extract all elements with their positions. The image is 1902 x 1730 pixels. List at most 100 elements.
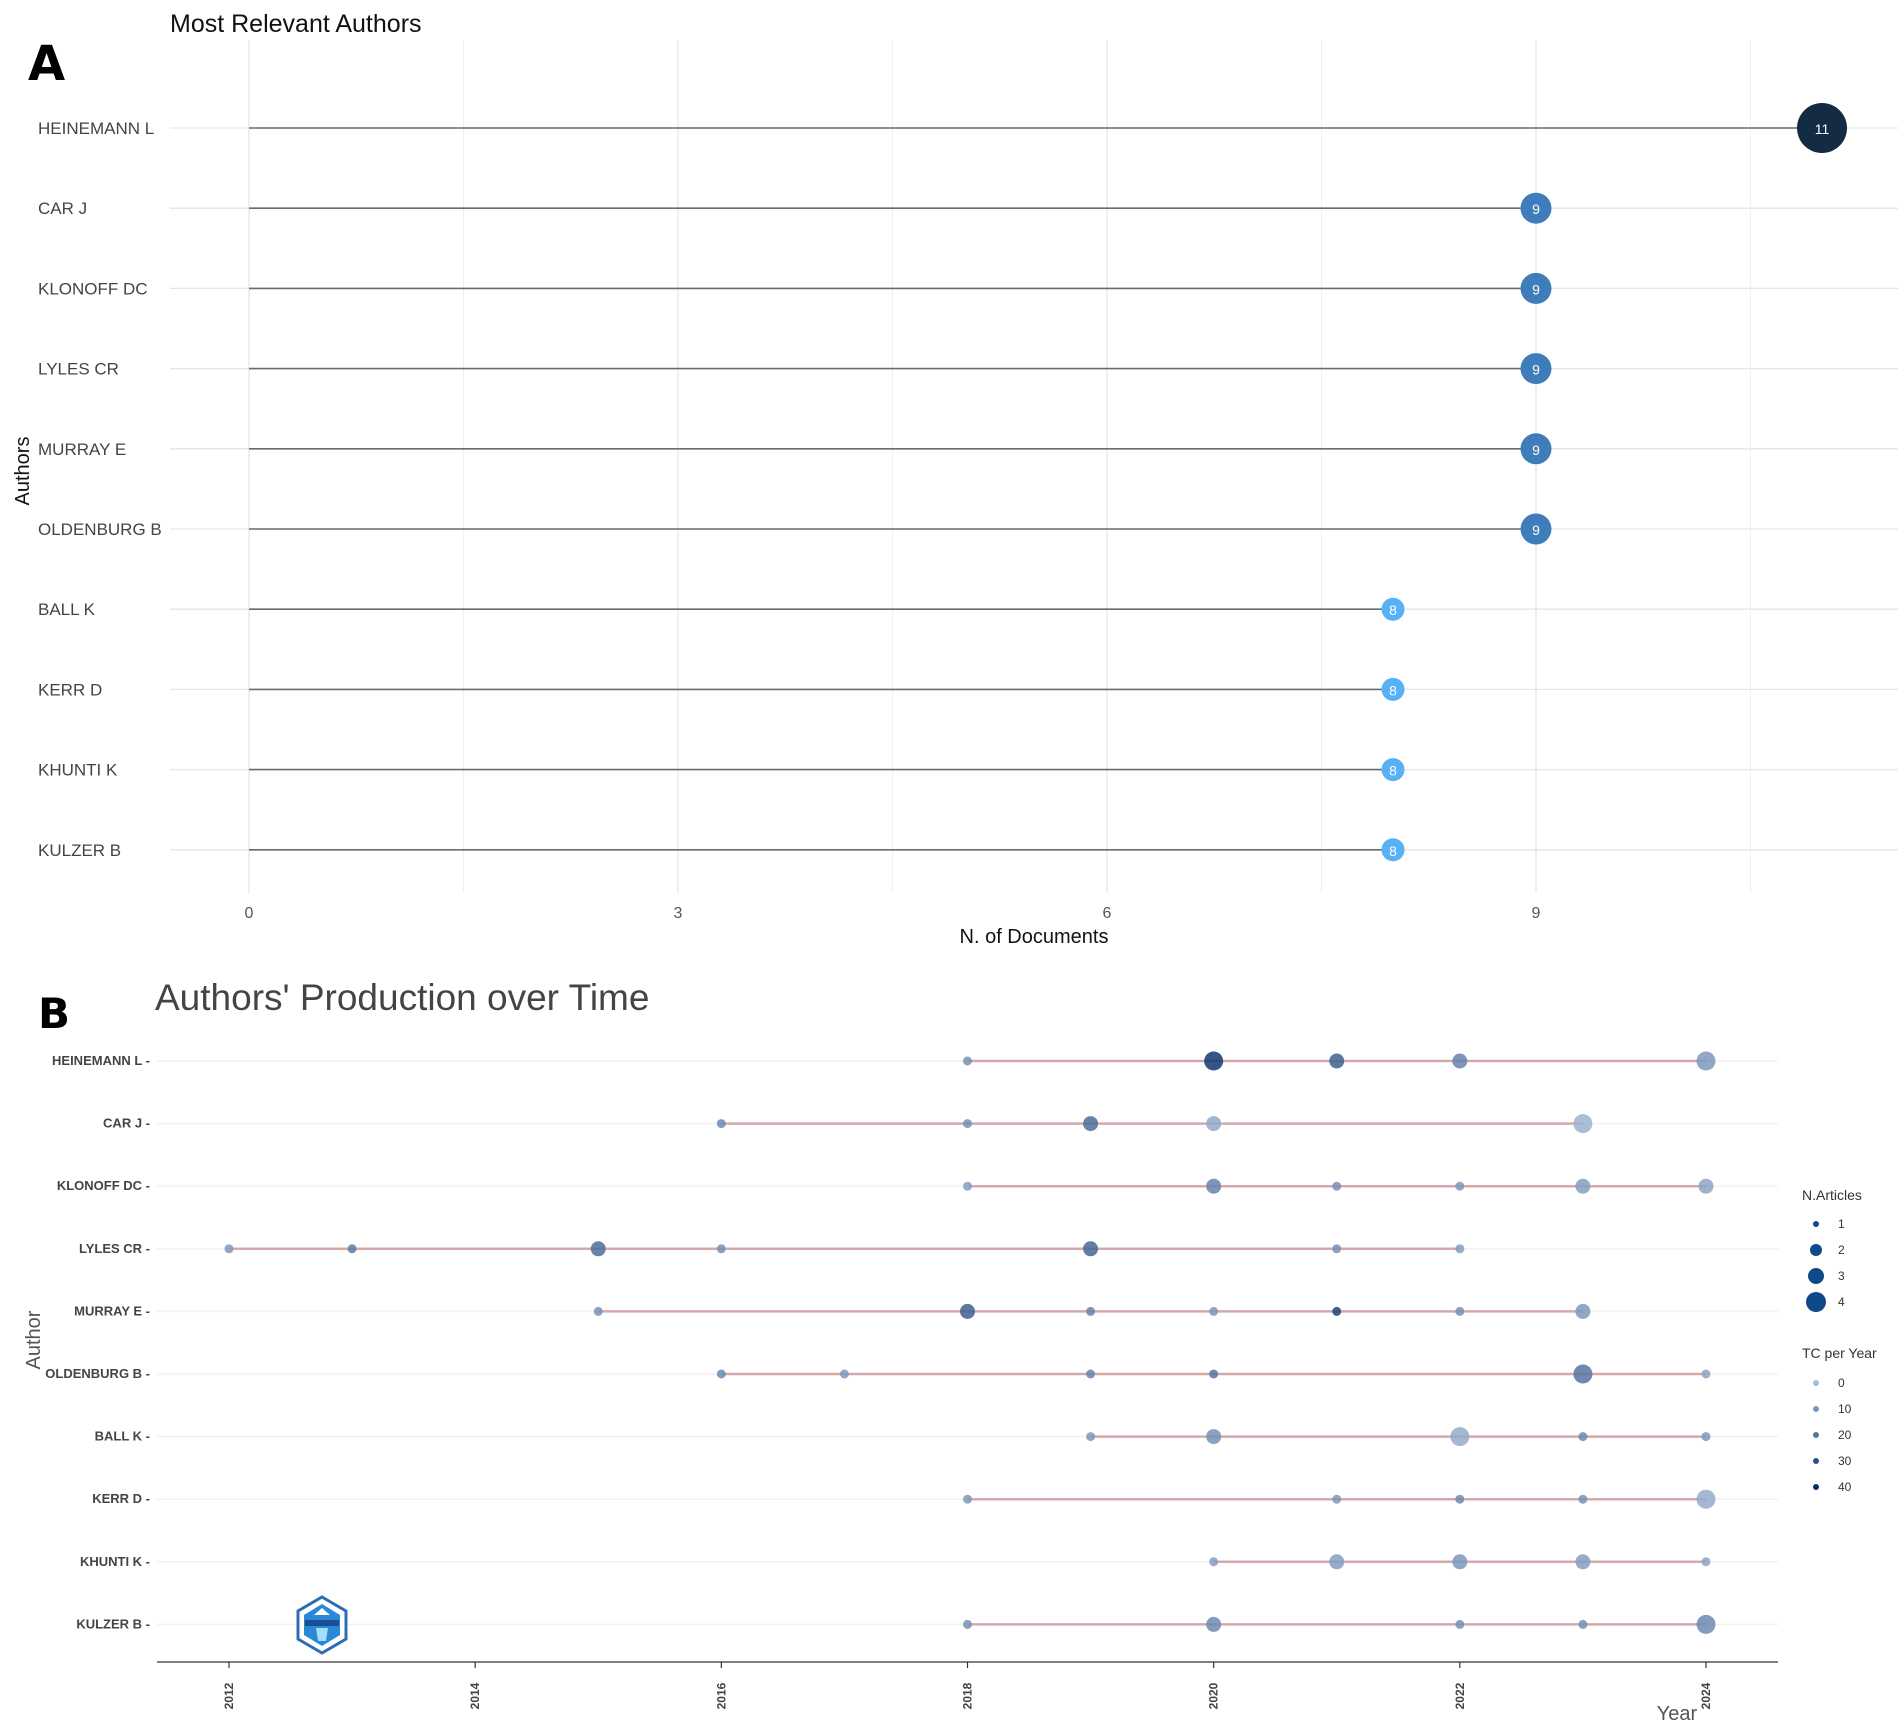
production-point (1455, 1619, 1465, 1629)
legend-size-label: 2 (1838, 1243, 1845, 1257)
panel-b-ylabel: Author (23, 1310, 45, 1369)
production-point (1455, 1244, 1465, 1254)
legend-color-label: 10 (1838, 1402, 1852, 1416)
production-point (1701, 1557, 1711, 1567)
production-point (224, 1244, 234, 1254)
production-point (1204, 1051, 1224, 1071)
production-point (963, 1056, 972, 1066)
dot-value-label: 8 (1389, 763, 1397, 779)
dot-value-label: 11 (1815, 121, 1830, 137)
legend-size-dot (1813, 1221, 1819, 1227)
production-point (1455, 1494, 1465, 1504)
production-point (1329, 1554, 1345, 1570)
production-point (963, 1619, 972, 1629)
production-point (1455, 1306, 1465, 1316)
production-point (1701, 1369, 1711, 1379)
production-point (1575, 1303, 1591, 1319)
author-label: CAR J (38, 199, 87, 218)
author-label: KHUNTI K (38, 761, 118, 780)
author-label: CAR J - (103, 1116, 150, 1131)
author-label: KLONOFF DC - (57, 1178, 150, 1193)
production-point (1086, 1432, 1096, 1442)
production-point (1573, 1364, 1593, 1384)
lollipop-dot (1520, 272, 1552, 304)
legend-color-dot (1813, 1380, 1819, 1386)
production-point (1578, 1494, 1588, 1504)
production-point (1701, 1432, 1711, 1442)
production-point (1696, 1614, 1716, 1634)
author-label: KERR D (38, 680, 102, 699)
panel-a-xlabel: N. of Documents (960, 926, 1109, 948)
production-point (1450, 1427, 1470, 1447)
lollipop-dot (1520, 433, 1552, 465)
legend-color-dot (1813, 1406, 1819, 1412)
lollipop-dot (1520, 513, 1552, 545)
lollipop-dot (1520, 192, 1552, 224)
bibliometrix-logo-icon (296, 1595, 348, 1655)
production-point (1332, 1181, 1342, 1191)
production-point (1209, 1369, 1219, 1379)
panel-a-plot: 0 3 6 9 HEINEMANN L 11 CAR J 9 KLONOFF DC 9 LYLES … (38, 40, 1898, 922)
dot-value-label: 8 (1389, 843, 1397, 859)
production-point (1578, 1432, 1588, 1442)
production-point (1455, 1181, 1465, 1191)
legend-color-dot (1813, 1484, 1819, 1490)
x-tick-label: 2012 (222, 1682, 236, 1709)
legend-size-label: 3 (1838, 1269, 1845, 1283)
production-point (716, 1369, 726, 1379)
author-label: MURRAY E - (74, 1303, 150, 1318)
production-point (1332, 1494, 1342, 1504)
x-tick-label: 3 (674, 905, 683, 922)
author-label: MURRAY E (38, 440, 126, 459)
x-tick-label: 9 (1532, 905, 1541, 922)
legend-color-label: 40 (1838, 1480, 1852, 1494)
legend-size-title: N.Articles (1802, 1187, 1862, 1203)
legend-color-label: 0 (1838, 1376, 1845, 1390)
author-label: HEINEMANN L - (52, 1053, 150, 1068)
legend-color-dot (1813, 1432, 1819, 1438)
production-point (839, 1369, 849, 1379)
production-point (1575, 1178, 1591, 1194)
legend-size-label: 4 (1838, 1295, 1845, 1309)
dot-value-label: 9 (1532, 442, 1540, 458)
production-point (1209, 1557, 1219, 1567)
x-tick-label: 0 (245, 905, 254, 922)
production-point (1206, 1116, 1222, 1132)
panel-b-title: Authors' Production over Time (155, 977, 649, 1018)
dot-value-label: 9 (1532, 522, 1540, 538)
x-tick-label: 2024 (1699, 1682, 1713, 1709)
lollipop-dot (1520, 353, 1552, 385)
legend-size-dot (1808, 1268, 1824, 1284)
production-point (1696, 1489, 1716, 1509)
production-point (1206, 1429, 1222, 1445)
legend-size-dot (1806, 1292, 1826, 1312)
x-tick-label: 2014 (468, 1682, 482, 1709)
legend-color-label: 30 (1838, 1454, 1852, 1468)
production-point (1578, 1619, 1588, 1629)
author-label: OLDENBURG B - (45, 1366, 150, 1381)
lollipop-dot (1381, 758, 1405, 782)
production-point (593, 1306, 603, 1316)
panel-a-ylabel: Authors (12, 437, 34, 506)
production-point (716, 1244, 726, 1254)
x-tick-label: 2022 (1453, 1682, 1467, 1709)
production-point (1086, 1369, 1096, 1379)
production-point (1332, 1244, 1342, 1254)
legend-color-title: TC per Year (1802, 1345, 1877, 1361)
lollipop-dot (1381, 597, 1405, 621)
production-point (963, 1181, 972, 1191)
author-label: LYLES CR - (79, 1241, 150, 1256)
author-label: KERR D - (92, 1491, 150, 1506)
x-tick-label: 2016 (714, 1682, 728, 1709)
panel-a-title: Most Relevant Authors (170, 10, 422, 38)
author-label: OLDENBURG B (38, 520, 162, 539)
legend-size-label: 1 (1838, 1217, 1845, 1231)
production-point (1329, 1053, 1345, 1069)
production-point (1573, 1114, 1593, 1134)
panel-b-plot: 2012 2014 2016 2018 2020 2022 2024 HEINEMANN L … (45, 1051, 1778, 1709)
dot-value-label: 9 (1532, 362, 1540, 378)
author-label: KLONOFF DC (38, 279, 148, 298)
dot-value-label: 8 (1389, 602, 1397, 618)
legend-size-dot (1810, 1244, 1822, 1256)
